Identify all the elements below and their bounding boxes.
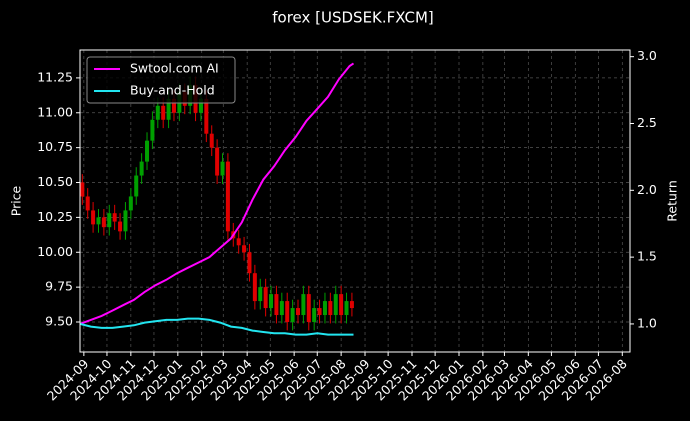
y-axis-label: Price: [9, 185, 24, 216]
candle-body: [134, 175, 139, 197]
y-tick-label: 11.00: [37, 104, 73, 119]
y-tick-label: 11.25: [37, 69, 73, 84]
candle-body: [118, 221, 123, 232]
candle-body: [85, 196, 90, 211]
candle-body: [344, 301, 349, 316]
y2-tick-label: 1.5: [637, 249, 657, 264]
legend-box: [86, 56, 236, 104]
y-tick-label: 9.75: [45, 279, 73, 294]
candle-body: [225, 161, 230, 232]
candle-body: [215, 147, 220, 176]
y-tick-label: 10.75: [37, 139, 73, 154]
candle-body: [258, 287, 263, 302]
candle-body: [333, 294, 338, 316]
candle-body: [252, 273, 257, 302]
legend-label: Swtool.com AI: [130, 61, 219, 76]
candle-body: [285, 301, 290, 323]
candle-body: [322, 301, 327, 316]
candle-body: [290, 308, 295, 323]
candle-body: [236, 238, 241, 246]
candle-body: [349, 301, 354, 309]
return-line: [79, 317, 354, 336]
y2-axis-label: Return: [665, 180, 680, 221]
legend-label: Buy-and-Hold: [130, 83, 215, 98]
candle-body: [171, 98, 176, 113]
candle-body: [123, 210, 128, 232]
candle-body: [112, 213, 117, 222]
y-tick-label: 10.50: [37, 174, 73, 189]
chart-title: forex [USDSEK.FXCM]: [272, 9, 434, 27]
candle-body: [166, 98, 171, 120]
candle-body: [139, 161, 144, 176]
candle-body: [107, 213, 112, 228]
candle-body: [198, 98, 203, 113]
candle-body: [312, 308, 317, 323]
candle-body: [91, 210, 96, 225]
y2-tick-label: 2.5: [637, 115, 657, 130]
candle-body: [80, 182, 85, 197]
candle-body: [242, 245, 247, 253]
candle-body: [101, 217, 106, 228]
candle-body: [306, 294, 311, 323]
candle-body: [295, 308, 300, 316]
candle-body: [204, 98, 209, 134]
candle-body: [145, 140, 150, 162]
candle-body: [150, 119, 155, 141]
return-line: [79, 62, 355, 325]
y-tick-label: 10.00: [37, 244, 73, 259]
candle-body: [209, 133, 214, 148]
y-tick-label: 9.50: [45, 314, 73, 329]
y2-tick-label: 3.0: [637, 48, 657, 63]
y-tick-label: 10.25: [37, 209, 73, 224]
candle-body: [161, 105, 166, 120]
candle-body: [128, 196, 133, 211]
candle-body: [155, 105, 160, 120]
candle-body: [317, 308, 322, 316]
candle-body: [263, 287, 268, 309]
candle-body: [274, 294, 279, 316]
candle-body: [220, 161, 225, 176]
candle-body: [96, 217, 101, 225]
y2-tick-label: 2.0: [637, 182, 657, 197]
candle-body: [247, 252, 252, 274]
plot-frame: [79, 49, 631, 353]
candle-body: [279, 301, 284, 316]
candle-body: [301, 294, 306, 316]
y2-tick-label: 1.0: [637, 315, 657, 330]
candle-body: [269, 294, 274, 309]
candle-body: [339, 294, 344, 316]
candle-body: [328, 301, 333, 316]
